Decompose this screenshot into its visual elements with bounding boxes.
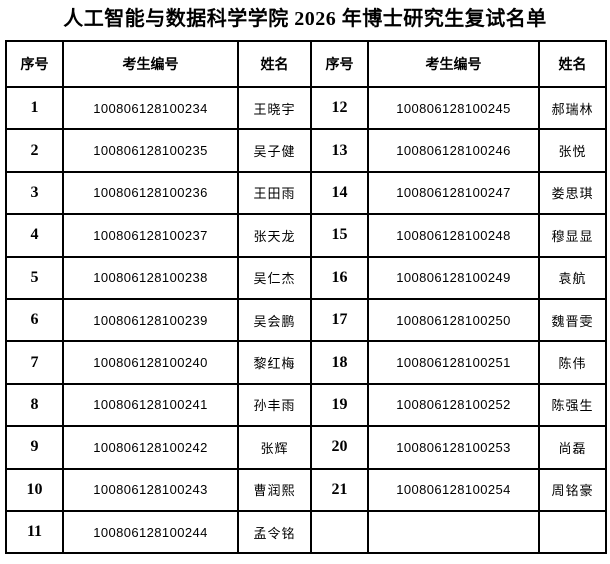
name-cell: 吴会鹏 bbox=[237, 297, 312, 343]
candidate-id-cell: 100806128100235 bbox=[62, 128, 239, 173]
candidate-id-cell: 100806128100248 bbox=[367, 213, 540, 258]
candidate-id-cell: 100806128100242 bbox=[62, 425, 239, 470]
table-row: 10 100806128100243 曹润熙 21 10080612810025… bbox=[5, 467, 607, 512]
name-cell: 曹润熙 bbox=[237, 467, 312, 512]
header-candidate-id-right: 考生编号 bbox=[367, 40, 540, 88]
row-number-cell: 7 bbox=[5, 340, 64, 385]
name-cell: 张辉 bbox=[237, 425, 312, 470]
row-number-cell bbox=[310, 509, 369, 555]
name-cell: 魏晋雯 bbox=[538, 297, 607, 343]
row-number-cell: 3 bbox=[5, 170, 64, 216]
table-row: 5 100806128100238 吴仁杰 16 100806128100249… bbox=[5, 255, 607, 300]
candidate-id-cell: 100806128100252 bbox=[367, 382, 540, 428]
header-candidate-id-left: 考生编号 bbox=[62, 40, 239, 88]
name-cell: 陈强生 bbox=[538, 382, 607, 428]
table-row: 3 100806128100236 王田雨 14 100806128100247… bbox=[5, 170, 607, 216]
table-row: 2 100806128100235 吴子健 13 100806128100246… bbox=[5, 128, 607, 173]
row-number-cell: 4 bbox=[5, 213, 64, 258]
table-row: 8 100806128100241 孙丰雨 19 100806128100252… bbox=[5, 382, 607, 428]
row-number-cell: 6 bbox=[5, 297, 64, 343]
candidate-id-cell: 100806128100249 bbox=[367, 255, 540, 300]
table-row: 9 100806128100242 张辉 20 100806128100253 … bbox=[5, 425, 607, 470]
candidate-id-cell: 100806128100238 bbox=[62, 255, 239, 300]
header-seq-right: 序号 bbox=[310, 40, 369, 88]
table-row: 7 100806128100240 黎红梅 18 100806128100251… bbox=[5, 340, 607, 385]
row-number-cell: 13 bbox=[310, 128, 369, 173]
header-seq-left: 序号 bbox=[5, 40, 64, 88]
row-number-cell: 8 bbox=[5, 382, 64, 428]
header-name-right: 姓名 bbox=[538, 40, 607, 88]
name-cell: 尚磊 bbox=[538, 425, 607, 470]
candidate-id-cell bbox=[367, 509, 540, 555]
row-number-cell: 9 bbox=[5, 425, 64, 470]
name-cell: 郝瑞林 bbox=[538, 85, 607, 131]
table-row: 4 100806128100237 张天龙 15 100806128100248… bbox=[5, 213, 607, 258]
table-row: 11 100806128100244 孟令铭 bbox=[5, 509, 607, 555]
row-number-cell: 20 bbox=[310, 425, 369, 470]
candidate-id-cell: 100806128100240 bbox=[62, 340, 239, 385]
candidate-id-cell: 100806128100234 bbox=[62, 85, 239, 131]
row-number-cell: 21 bbox=[310, 467, 369, 512]
row-number-cell: 15 bbox=[310, 213, 369, 258]
candidate-id-cell: 100806128100237 bbox=[62, 213, 239, 258]
row-number-cell: 17 bbox=[310, 297, 369, 343]
name-cell: 王田雨 bbox=[237, 170, 312, 216]
name-cell: 孟令铭 bbox=[237, 509, 312, 555]
candidate-id-cell: 100806128100253 bbox=[367, 425, 540, 470]
row-number-cell: 11 bbox=[5, 509, 64, 555]
row-number-cell: 5 bbox=[5, 255, 64, 300]
name-cell: 穆显显 bbox=[538, 213, 607, 258]
name-cell: 吴仁杰 bbox=[237, 255, 312, 300]
candidate-id-cell: 100806128100250 bbox=[367, 297, 540, 343]
candidate-id-cell: 100806128100241 bbox=[62, 382, 239, 428]
name-cell: 袁航 bbox=[538, 255, 607, 300]
candidate-id-cell: 100806128100254 bbox=[367, 467, 540, 512]
name-cell bbox=[538, 509, 607, 555]
row-number-cell: 10 bbox=[5, 467, 64, 512]
table-row: 6 100806128100239 吴会鹏 17 100806128100250… bbox=[5, 297, 607, 343]
header-name-left: 姓名 bbox=[237, 40, 312, 88]
candidate-id-cell: 100806128100236 bbox=[62, 170, 239, 216]
candidate-roster-table: 序号 考生编号 姓名 序号 考生编号 姓名 1 100806128100234 … bbox=[5, 40, 607, 555]
row-number-cell: 1 bbox=[5, 85, 64, 131]
row-number-cell: 19 bbox=[310, 382, 369, 428]
name-cell: 周铭豪 bbox=[538, 467, 607, 512]
row-number-cell: 18 bbox=[310, 340, 369, 385]
row-number-cell: 16 bbox=[310, 255, 369, 300]
name-cell: 孙丰雨 bbox=[237, 382, 312, 428]
candidate-id-cell: 100806128100246 bbox=[367, 128, 540, 173]
candidate-id-cell: 100806128100244 bbox=[62, 509, 239, 555]
table-header-row: 序号 考生编号 姓名 序号 考生编号 姓名 bbox=[5, 40, 607, 88]
name-cell: 娄思琪 bbox=[538, 170, 607, 216]
row-number-cell: 14 bbox=[310, 170, 369, 216]
row-number-cell: 2 bbox=[5, 128, 64, 173]
name-cell: 吴子健 bbox=[237, 128, 312, 173]
candidate-id-cell: 100806128100251 bbox=[367, 340, 540, 385]
candidate-id-cell: 100806128100245 bbox=[367, 85, 540, 131]
name-cell: 张天龙 bbox=[237, 213, 312, 258]
candidate-id-cell: 100806128100247 bbox=[367, 170, 540, 216]
table-row: 1 100806128100234 王晓宇 12 100806128100245… bbox=[5, 85, 607, 131]
name-cell: 陈伟 bbox=[538, 340, 607, 385]
candidate-id-cell: 100806128100243 bbox=[62, 467, 239, 512]
name-cell: 张悦 bbox=[538, 128, 607, 173]
document-title: 人工智能与数据科学学院 2026 年博士研究生复试名单 bbox=[63, 8, 547, 30]
row-number-cell: 12 bbox=[310, 85, 369, 131]
name-cell: 黎红梅 bbox=[237, 340, 312, 385]
name-cell: 王晓宇 bbox=[237, 85, 312, 131]
candidate-id-cell: 100806128100239 bbox=[62, 297, 239, 343]
